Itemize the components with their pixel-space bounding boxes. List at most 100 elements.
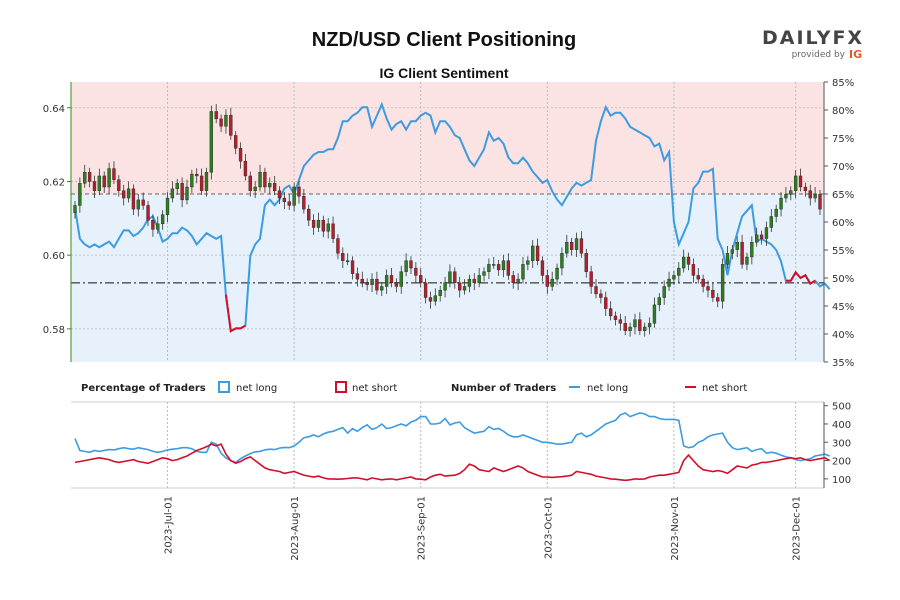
price-tick-label: 0.58	[43, 325, 65, 336]
candle-body	[623, 323, 627, 331]
candle-body	[180, 183, 184, 201]
candle-body	[487, 264, 491, 272]
candle-body	[789, 190, 793, 195]
candle-body	[643, 326, 647, 331]
legend: Percentage of Traders net long net short…	[81, 381, 747, 394]
logo-wordmark: DAILYFX	[762, 27, 864, 49]
candle-body	[428, 297, 433, 302]
legend-pct-short-label: net short	[352, 383, 397, 394]
candle-body	[681, 256, 686, 269]
candle-body	[214, 111, 218, 120]
candle-body	[725, 253, 730, 265]
candle-body	[175, 183, 179, 190]
traders-tick-label: 200	[832, 457, 851, 468]
candle-body	[550, 278, 554, 287]
candle-body	[438, 289, 442, 296]
sentiment-tick-label: 55%	[832, 246, 854, 257]
traders-tick-label: 300	[832, 438, 851, 449]
candle-body	[784, 194, 788, 199]
candle-body	[399, 271, 403, 287]
candle-body	[321, 219, 326, 232]
price-tick-label: 0.64	[43, 104, 65, 115]
candle-body	[394, 282, 399, 287]
candle-body	[136, 199, 140, 210]
candle-body	[87, 172, 92, 182]
candle-body	[156, 223, 160, 230]
legend-percentage-title: Percentage of Traders	[81, 383, 206, 394]
date-tick-label: 2023-Aug-01	[290, 496, 301, 561]
candle-body	[818, 194, 822, 210]
candle-body	[326, 223, 330, 232]
candle-body	[672, 275, 676, 280]
date-tick-label: 2023-Dec-01	[792, 496, 803, 561]
traders-tick-label: 500	[832, 402, 851, 413]
traders-panel: 100 200 300 400 500 2023-Jul-01 2023-Aug-01 20…	[71, 401, 851, 561]
candle-body	[365, 282, 369, 285]
candle-body	[608, 308, 613, 317]
candle-body	[521, 264, 525, 280]
candle-body	[253, 186, 257, 191]
price-tick-label: 0.60	[43, 251, 65, 262]
candle-body	[73, 205, 77, 213]
sentiment-tick-label: 50%	[832, 274, 854, 285]
candle-body	[691, 264, 696, 276]
sentiment-tick-label: 40%	[832, 330, 854, 341]
candle-body	[102, 175, 106, 188]
candle-body	[272, 183, 277, 191]
sentiment-tick-label: 85%	[832, 78, 854, 89]
candle-body	[808, 190, 812, 199]
candle-body	[287, 201, 291, 206]
candle-body	[92, 181, 97, 191]
candle-body	[774, 208, 778, 217]
candle-body	[628, 326, 632, 331]
candle-body	[297, 186, 301, 197]
candle-body	[131, 188, 136, 210]
candle-body	[647, 323, 652, 328]
candle-body	[336, 238, 340, 254]
legend-pct-short-swatch	[335, 381, 347, 393]
candle-body	[501, 260, 506, 271]
candle-body	[677, 267, 681, 276]
candle-body	[472, 278, 476, 283]
candle-body	[584, 253, 588, 272]
candle-body	[126, 188, 131, 199]
candle-body	[555, 267, 559, 280]
candle-body	[141, 199, 145, 206]
price-tick-label: 0.62	[43, 177, 65, 188]
candle-body	[730, 249, 735, 254]
candle-body	[146, 205, 150, 221]
sentiment-tick-label: 35%	[832, 358, 854, 369]
traders-tick-label: 100	[832, 475, 851, 486]
logo-tagline: provided by	[792, 50, 846, 60]
date-tick-label: 2023-Jul-01	[164, 496, 175, 554]
candle-body	[209, 111, 214, 173]
candle-body	[384, 275, 389, 287]
candle-body	[380, 286, 384, 291]
candle-body	[467, 278, 472, 287]
candle-body	[195, 173, 199, 177]
candle-body	[122, 190, 126, 199]
candle-body	[341, 253, 345, 261]
candle-body	[618, 319, 623, 324]
candle-body	[419, 275, 423, 283]
candle-body	[667, 278, 671, 287]
candle-body	[711, 289, 715, 298]
date-tick-label: 2023-Nov-01	[670, 496, 681, 561]
candle-body	[199, 175, 204, 191]
candle-body	[506, 260, 511, 276]
candle-body	[462, 286, 467, 291]
candle-body	[316, 219, 321, 228]
candle-body	[277, 190, 282, 199]
candle-body	[745, 256, 749, 265]
candle-body	[238, 148, 243, 162]
candle-body	[496, 264, 501, 271]
candle-body	[404, 260, 408, 272]
legend-num-long-label: net long	[587, 383, 628, 394]
date-tick-label: 2023-Sep-01	[417, 496, 428, 560]
candle-body	[492, 264, 496, 266]
candle-body	[599, 293, 603, 298]
candle-body	[409, 260, 413, 269]
candle-body	[83, 172, 87, 184]
candle-body	[423, 282, 428, 298]
chart-subtitle: IG Client Sentiment	[379, 65, 508, 81]
